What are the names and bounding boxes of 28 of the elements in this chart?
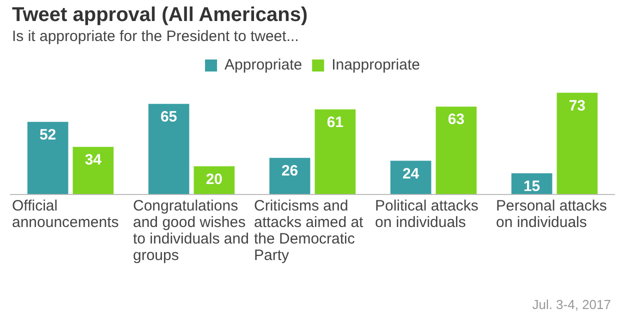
- bar: [314, 109, 356, 194]
- bar: [556, 92, 598, 194]
- data-label: 61: [326, 114, 344, 132]
- data-label: 52: [39, 126, 56, 144]
- text: Jul. 3-4, 2017: [532, 297, 611, 312]
- data-label: 20: [206, 170, 223, 188]
- data-label: 63: [448, 111, 465, 128]
- bar: [390, 160, 432, 194]
- legend-label: Appropriate: [224, 56, 302, 74]
- bar: [269, 158, 310, 194]
- bar: [148, 104, 190, 194]
- bar: [436, 106, 477, 194]
- data-label: 15: [523, 178, 540, 195]
- data-label: 65: [160, 108, 178, 126]
- chart-subtitle: Is it appropriate for the President to tweet...: [12, 28, 299, 45]
- x-tick-label: Criticisms and attacks aimed at the Democratic Party: [254, 198, 364, 264]
- x-tick-label: Official announcements: [12, 198, 119, 232]
- data-label: 73: [568, 97, 586, 114]
- x-tick-label: Congratulations and good wishes to individuals and groups: [133, 198, 249, 264]
- bar: [72, 146, 114, 194]
- x-tick-label: Personal attacks on individuals: [496, 198, 607, 232]
- chart-title: Tweet approval (All Americans): [12, 4, 308, 27]
- data-label: 24: [402, 165, 420, 182]
- data-label: 26: [281, 162, 298, 180]
- data-label: 34: [84, 151, 102, 168]
- x-tick-label: Political attacks on individuals: [375, 198, 478, 232]
- legend-label: Inappropriate: [332, 56, 420, 74]
- bar: [27, 122, 68, 194]
